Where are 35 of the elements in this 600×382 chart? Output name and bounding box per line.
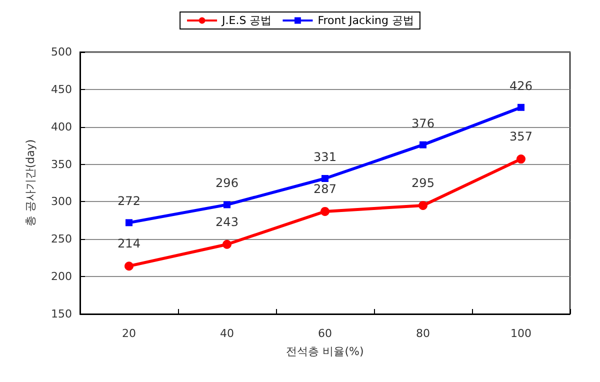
- y-tick-label: 150: [51, 308, 72, 320]
- data-label: 295: [412, 176, 434, 190]
- data-label: 357: [510, 130, 532, 144]
- x-tick-label: 80: [416, 327, 430, 340]
- point: [518, 104, 524, 111]
- point: [418, 200, 428, 210]
- point: [222, 240, 232, 249]
- legend-label: J.E.S 공법: [221, 14, 272, 27]
- y-tick-label: 500: [51, 46, 72, 58]
- y-axis-title: 총 공사기간(day): [24, 139, 37, 227]
- x-axis-title: 전석층 비율(%): [286, 345, 364, 358]
- data-label: 287: [314, 182, 336, 196]
- y-tick-label: 350: [51, 158, 72, 171]
- y-tick-label: 400: [51, 120, 72, 134]
- point: [322, 175, 328, 182]
- point: [124, 262, 134, 271]
- y-tick-label: 450: [51, 82, 72, 96]
- y-tick-label: 200: [51, 270, 72, 284]
- data-label: 243: [216, 214, 238, 229]
- y-tick-label: 250: [51, 232, 72, 246]
- data-label: 296: [216, 176, 238, 190]
- y-tick-label: 300: [51, 195, 72, 208]
- legend-label: Front Jacking 공법: [318, 14, 414, 27]
- point: [224, 201, 230, 208]
- x-tick-label: 20: [122, 327, 136, 340]
- point: [420, 141, 426, 148]
- point: [516, 154, 526, 164]
- data-label: 214: [118, 236, 140, 251]
- data-label: 331: [314, 150, 336, 164]
- point: [126, 219, 132, 226]
- data-label: 376: [412, 116, 434, 130]
- point: [320, 206, 330, 216]
- x-tick-label: 40: [220, 327, 234, 340]
- x-tick-label: 100: [510, 327, 532, 340]
- x-tick-label: 60: [318, 327, 332, 340]
